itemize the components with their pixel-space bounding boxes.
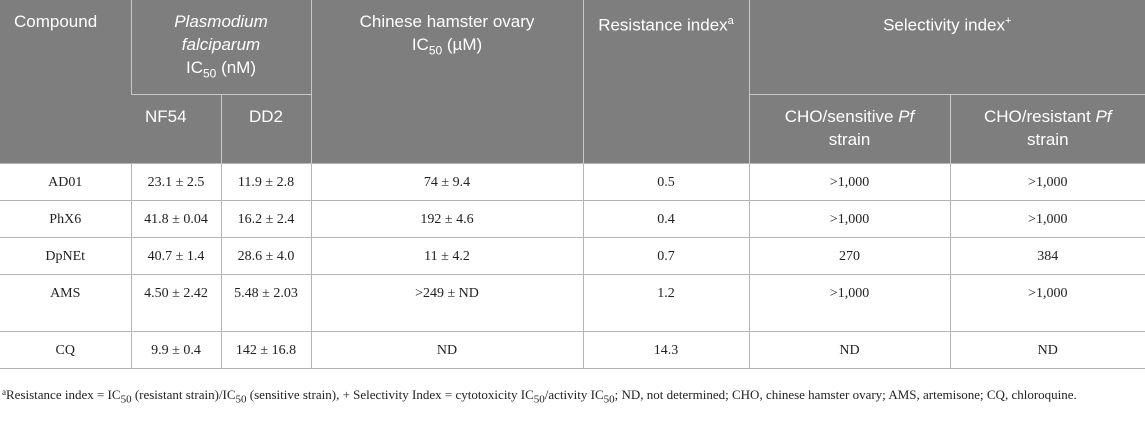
cell-sel-resistant: >1,000 [949,163,1145,201]
cell-compound: CQ [0,331,132,369]
table-header: Compound Plasmodium falciparum IC50 (nM) … [0,0,1145,164]
cell-compound: AD01 [0,163,132,201]
cell-nf54: 40.7 ± 1.4 [130,237,222,275]
cell-nf54: 41.8 ± 0.04 [130,200,222,238]
cell-resistance: 1.2 [582,274,750,332]
header-nf54: NF54 [131,94,221,164]
cell-resistance: 0.4 [582,200,750,238]
cell-compound: PhX6 [0,200,132,238]
cell-sel-sensitive: >1,000 [748,163,951,201]
cell-dd2: 28.6 ± 4.0 [220,237,312,275]
table-row: AD01 23.1 ± 2.5 11.9 ± 2.8 74 ± 9.4 0.5 … [0,163,1145,201]
compound-activity-table: Compound Plasmodium falciparum IC50 (nM) … [0,0,1145,369]
cell-compound: DpNEt [0,237,132,275]
header-row-top: Compound Plasmodium falciparum IC50 (nM) … [0,0,1145,164]
table-row: DpNEt 40.7 ± 1.4 28.6 ± 4.0 11 ± 4.2 0.7… [0,237,1145,275]
table-row: AMS 4.50 ± 2.42 5.48 ± 2.03 >249 ± ND 1.… [0,274,1145,332]
cell-nf54: 23.1 ± 2.5 [130,163,222,201]
header-cho-sensitive: CHO/sensitive Pf strain [748,94,950,164]
cell-dd2: 5.48 ± 2.03 [220,274,312,332]
cell-cho: 74 ± 9.4 [310,163,584,201]
header-cho-ic50: Chinese hamster ovary IC50 (µM) [310,0,583,164]
cell-compound: AMS [0,274,132,332]
cell-dd2: 11.9 ± 2.8 [220,163,312,201]
cell-sel-resistant: 384 [949,237,1145,275]
cell-sel-resistant: ND [949,331,1145,369]
cell-cho: ND [310,331,584,369]
cell-nf54: 4.50 ± 2.42 [130,274,222,332]
cell-sel-sensitive: >1,000 [748,200,951,238]
cell-cho: 11 ± 4.2 [310,237,584,275]
header-resistance-index: Resistance indexa [582,0,749,164]
table-footnote: aResistance index = IC50 (resistant stra… [2,387,1077,406]
cell-resistance: 0.7 [582,237,750,275]
header-cho-resistant: CHO/resistant Pf strain [949,94,1145,164]
pf-species-name: Plasmodium falciparum [174,12,268,54]
cell-sel-sensitive: >1,000 [748,274,951,332]
table-row: PhX6 41.8 ± 0.04 16.2 ± 2.4 192 ± 4.6 0.… [0,200,1145,238]
cell-sel-resistant: >1,000 [949,274,1145,332]
cell-dd2: 16.2 ± 2.4 [220,200,312,238]
header-selectivity-index: Selectivity index+ [748,0,1145,95]
cell-resistance: 14.3 [582,331,750,369]
header-compound: Compound [0,0,131,164]
table-body: AD01 23.1 ± 2.5 11.9 ± 2.8 74 ± 9.4 0.5 … [0,163,1145,369]
cell-resistance: 0.5 [582,163,750,201]
header-pf-ic50: Plasmodium falciparum IC50 (nM) [130,0,311,95]
cell-sel-resistant: >1,000 [949,200,1145,238]
cell-sel-sensitive: ND [748,331,951,369]
table-row: CQ 9.9 ± 0.4 142 ± 16.8 ND 14.3 ND ND [0,331,1145,369]
cell-sel-sensitive: 270 [748,237,951,275]
cell-cho: >249 ± ND [310,274,584,332]
cell-dd2: 142 ± 16.8 [220,331,312,369]
header-dd2: DD2 [220,94,311,164]
cell-cho: 192 ± 4.6 [310,200,584,238]
cell-nf54: 9.9 ± 0.4 [130,331,222,369]
header-row-sub: NF54 DD2 CHO/sensitive Pf strain CHO/res… [0,94,1145,164]
